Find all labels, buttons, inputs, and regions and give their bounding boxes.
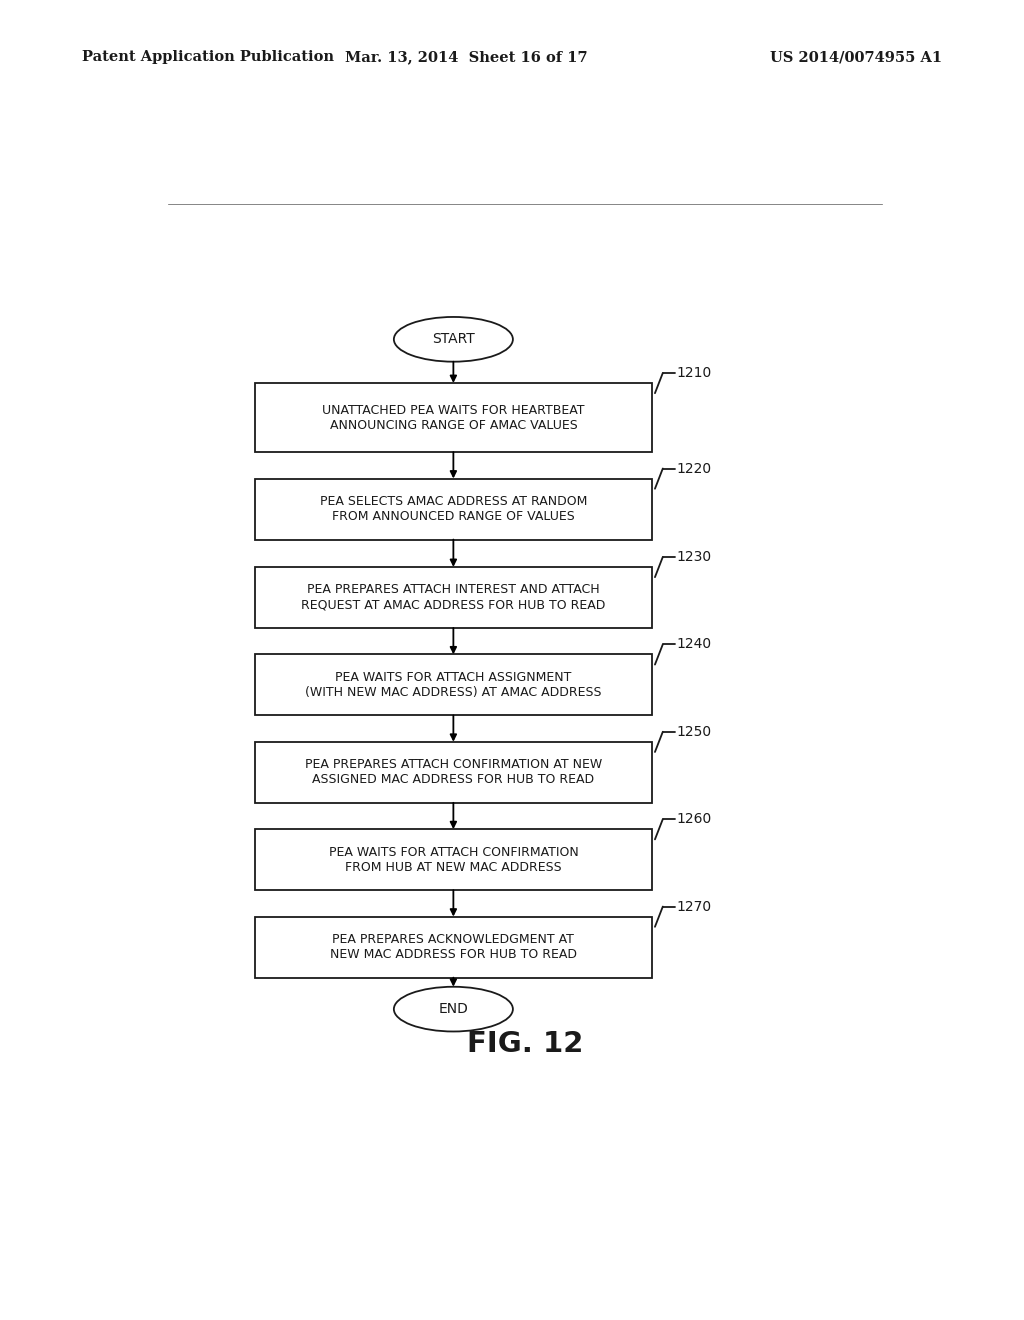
Text: 1210: 1210 <box>676 366 712 380</box>
Text: UNATTACHED PEA WAITS FOR HEARTBEAT
ANNOUNCING RANGE OF AMAC VALUES: UNATTACHED PEA WAITS FOR HEARTBEAT ANNOU… <box>323 404 585 432</box>
Text: START: START <box>432 333 475 346</box>
Text: 1260: 1260 <box>676 812 712 826</box>
Text: PEA PREPARES ATTACH CONFIRMATION AT NEW
ASSIGNED MAC ADDRESS FOR HUB TO READ: PEA PREPARES ATTACH CONFIRMATION AT NEW … <box>305 758 602 787</box>
Bar <box>255 655 651 715</box>
Text: PEA WAITS FOR ATTACH CONFIRMATION
FROM HUB AT NEW MAC ADDRESS: PEA WAITS FOR ATTACH CONFIRMATION FROM H… <box>329 846 579 874</box>
Text: 1250: 1250 <box>676 725 712 739</box>
Text: US 2014/0074955 A1: US 2014/0074955 A1 <box>770 50 942 65</box>
Text: PEA PREPARES ACKNOWLEDGMENT AT
NEW MAC ADDRESS FOR HUB TO READ: PEA PREPARES ACKNOWLEDGMENT AT NEW MAC A… <box>330 933 577 961</box>
Bar <box>255 479 651 540</box>
Bar <box>255 383 651 453</box>
Text: PEA WAITS FOR ATTACH ASSIGNMENT
(WITH NEW MAC ADDRESS) AT AMAC ADDRESS: PEA WAITS FOR ATTACH ASSIGNMENT (WITH NE… <box>305 671 602 698</box>
Text: END: END <box>438 1002 468 1016</box>
Bar <box>255 829 651 890</box>
Bar <box>255 916 651 978</box>
Text: 1270: 1270 <box>676 899 712 913</box>
Text: 1240: 1240 <box>676 638 712 651</box>
Text: PEA SELECTS AMAC ADDRESS AT RANDOM
FROM ANNOUNCED RANGE OF VALUES: PEA SELECTS AMAC ADDRESS AT RANDOM FROM … <box>319 495 587 523</box>
Bar <box>255 568 651 628</box>
Text: FIG. 12: FIG. 12 <box>467 1030 583 1057</box>
Text: 1230: 1230 <box>676 550 712 564</box>
Text: Patent Application Publication: Patent Application Publication <box>82 50 334 65</box>
Ellipse shape <box>394 987 513 1031</box>
Ellipse shape <box>394 317 513 362</box>
Text: Mar. 13, 2014  Sheet 16 of 17: Mar. 13, 2014 Sheet 16 of 17 <box>345 50 587 65</box>
Bar <box>255 742 651 803</box>
Text: 1220: 1220 <box>676 462 712 475</box>
Text: PEA PREPARES ATTACH INTEREST AND ATTACH
REQUEST AT AMAC ADDRESS FOR HUB TO READ: PEA PREPARES ATTACH INTEREST AND ATTACH … <box>301 583 605 611</box>
